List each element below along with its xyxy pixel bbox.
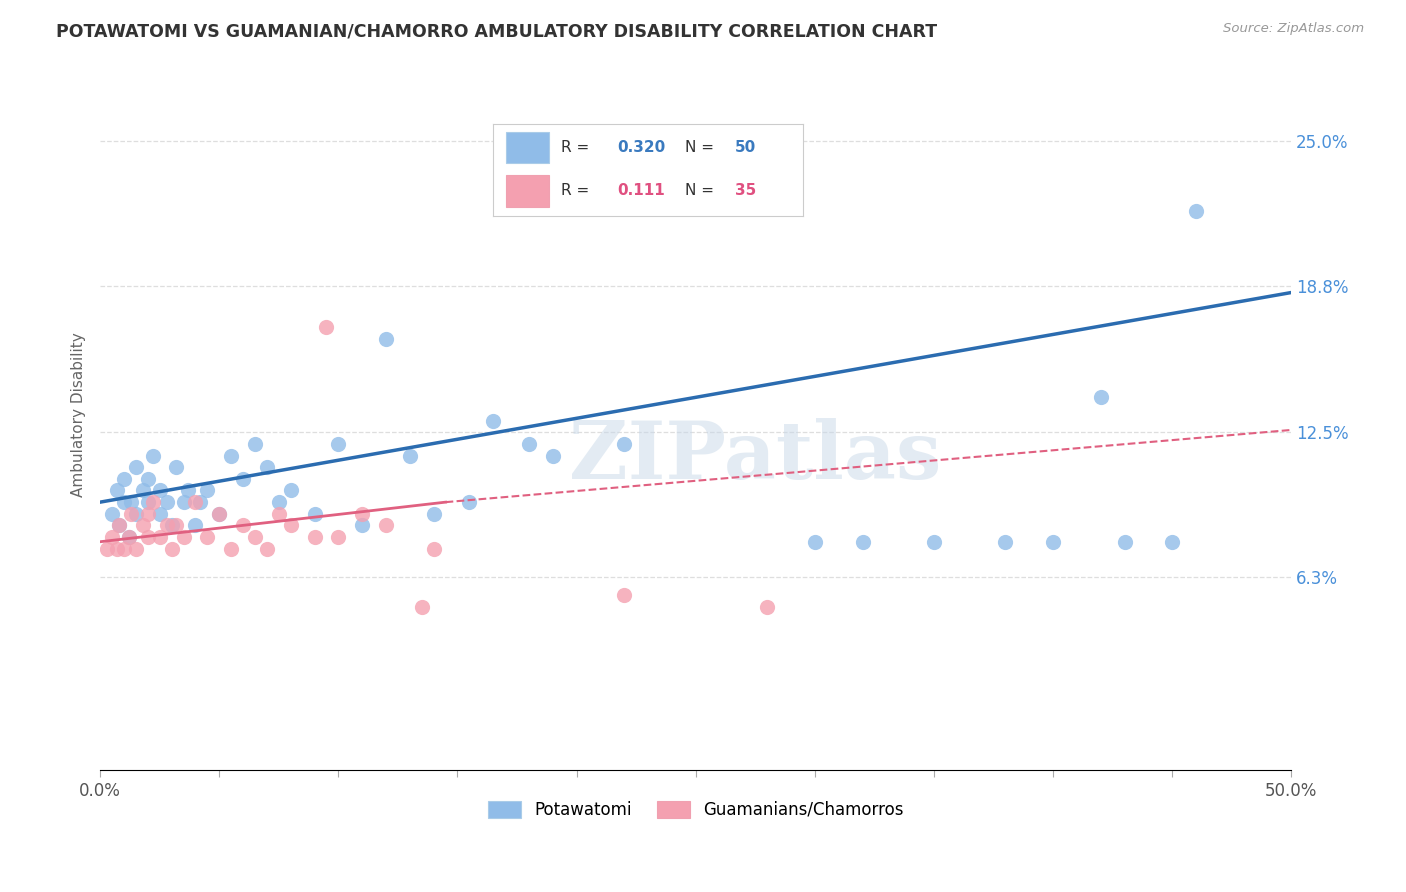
Point xyxy=(108,518,131,533)
Point xyxy=(1042,534,1064,549)
Point xyxy=(613,588,636,602)
Point xyxy=(108,518,131,533)
Point xyxy=(132,518,155,533)
Point xyxy=(125,460,148,475)
Point xyxy=(352,518,374,533)
Text: Source: ZipAtlas.com: Source: ZipAtlas.com xyxy=(1223,22,1364,36)
Point xyxy=(118,530,141,544)
Point xyxy=(141,449,163,463)
Point xyxy=(232,472,254,486)
Point xyxy=(304,507,326,521)
Point xyxy=(156,495,179,509)
Point xyxy=(149,483,172,498)
Point xyxy=(422,541,444,556)
Point xyxy=(188,495,211,509)
Point xyxy=(517,437,540,451)
Point xyxy=(804,534,827,549)
Point xyxy=(756,599,779,614)
Point xyxy=(328,437,350,451)
Point xyxy=(398,449,420,463)
Point xyxy=(1114,534,1136,549)
Point xyxy=(112,495,135,509)
Point xyxy=(184,495,207,509)
Point xyxy=(101,530,124,544)
Point xyxy=(173,530,195,544)
Point xyxy=(256,460,278,475)
Point xyxy=(267,507,290,521)
Point xyxy=(280,483,302,498)
Point xyxy=(304,530,326,544)
Point xyxy=(125,541,148,556)
Y-axis label: Ambulatory Disability: Ambulatory Disability xyxy=(72,333,86,497)
Point xyxy=(541,449,564,463)
Point xyxy=(112,472,135,486)
Point xyxy=(105,541,128,556)
Point xyxy=(1185,204,1208,219)
Point xyxy=(136,507,159,521)
Point xyxy=(422,507,444,521)
Point xyxy=(219,449,242,463)
Point xyxy=(120,507,142,521)
Point xyxy=(482,414,505,428)
Point xyxy=(160,518,183,533)
Point xyxy=(328,530,350,544)
Point xyxy=(136,472,159,486)
Point xyxy=(195,483,218,498)
Point xyxy=(280,518,302,533)
Point xyxy=(156,518,179,533)
Point xyxy=(1090,390,1112,404)
Point xyxy=(243,530,266,544)
Point xyxy=(352,507,374,521)
Point xyxy=(922,534,945,549)
Point xyxy=(208,507,231,521)
Point xyxy=(375,332,398,346)
Text: POTAWATOMI VS GUAMANIAN/CHAMORRO AMBULATORY DISABILITY CORRELATION CHART: POTAWATOMI VS GUAMANIAN/CHAMORRO AMBULAT… xyxy=(56,22,938,40)
Point xyxy=(105,483,128,498)
Point xyxy=(256,541,278,556)
Legend: Potawatomi, Guamanians/Chamorros: Potawatomi, Guamanians/Chamorros xyxy=(481,794,911,826)
Point xyxy=(120,495,142,509)
Point xyxy=(613,437,636,451)
Point xyxy=(851,534,873,549)
Point xyxy=(165,518,187,533)
Point xyxy=(232,518,254,533)
Point xyxy=(125,507,148,521)
Point xyxy=(112,541,135,556)
Point xyxy=(994,534,1017,549)
Point xyxy=(141,495,163,509)
Point xyxy=(136,495,159,509)
Point xyxy=(243,437,266,451)
Point xyxy=(375,518,398,533)
Point xyxy=(173,495,195,509)
Point xyxy=(267,495,290,509)
Point xyxy=(219,541,242,556)
Point xyxy=(165,460,187,475)
Point xyxy=(177,483,200,498)
Point xyxy=(136,530,159,544)
Point xyxy=(118,530,141,544)
Point xyxy=(411,599,433,614)
Point xyxy=(195,530,218,544)
Point xyxy=(184,518,207,533)
Point xyxy=(160,541,183,556)
Point xyxy=(96,541,118,556)
Point xyxy=(101,507,124,521)
Point xyxy=(1161,534,1184,549)
Point xyxy=(149,530,172,544)
Point xyxy=(132,483,155,498)
Text: ZIPatlas: ZIPatlas xyxy=(569,418,942,497)
Point xyxy=(149,507,172,521)
Point xyxy=(458,495,481,509)
Point xyxy=(315,320,337,334)
Point xyxy=(208,507,231,521)
